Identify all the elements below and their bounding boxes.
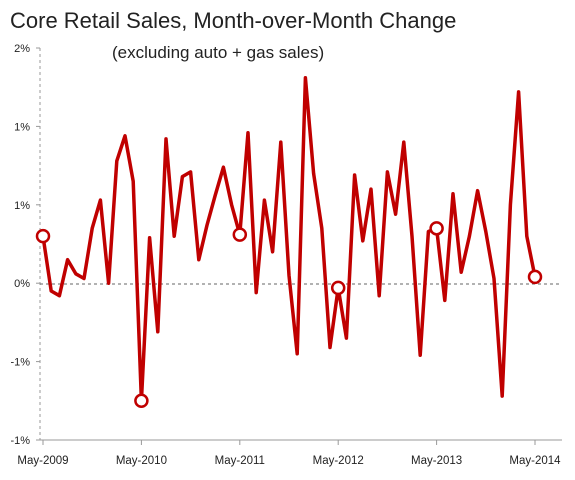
- x-tick-label: May-2010: [116, 455, 167, 467]
- y-tick-label: 1%: [14, 121, 30, 133]
- y-tick-label: 0%: [14, 278, 30, 290]
- chart-subtitle: (excluding auto + gas sales): [112, 43, 324, 62]
- y-ticks: -1% -1% 0% 1% 1% 2%: [10, 43, 40, 447]
- x-ticks: May-2009 May-2010 May-2011 May-2012 May-2013…: [17, 440, 561, 467]
- highlight-point: [330, 280, 346, 296]
- highlight-point: [232, 227, 248, 242]
- x-tick-label: May-2009: [17, 455, 68, 467]
- y-tick-label: 2%: [14, 43, 30, 55]
- y-tick-label: 1%: [14, 200, 30, 212]
- y-tick-label: -1%: [10, 357, 30, 369]
- chart-title: Core Retail Sales, Month-over-Month Chan…: [10, 8, 456, 33]
- y-tick-label: -1%: [10, 435, 30, 447]
- x-tick-label: May-2014: [509, 455, 561, 467]
- x-tick-label: May-2013: [411, 455, 462, 467]
- highlight-point: [35, 228, 51, 244]
- data-points: [35, 221, 543, 409]
- series-line: [41, 76, 537, 403]
- x-tick-label: May-2011: [215, 455, 265, 467]
- x-tick-label: May-2012: [313, 455, 364, 467]
- highlight-point: [429, 221, 444, 236]
- highlight-point: [527, 269, 543, 285]
- highlight-point: [134, 393, 149, 409]
